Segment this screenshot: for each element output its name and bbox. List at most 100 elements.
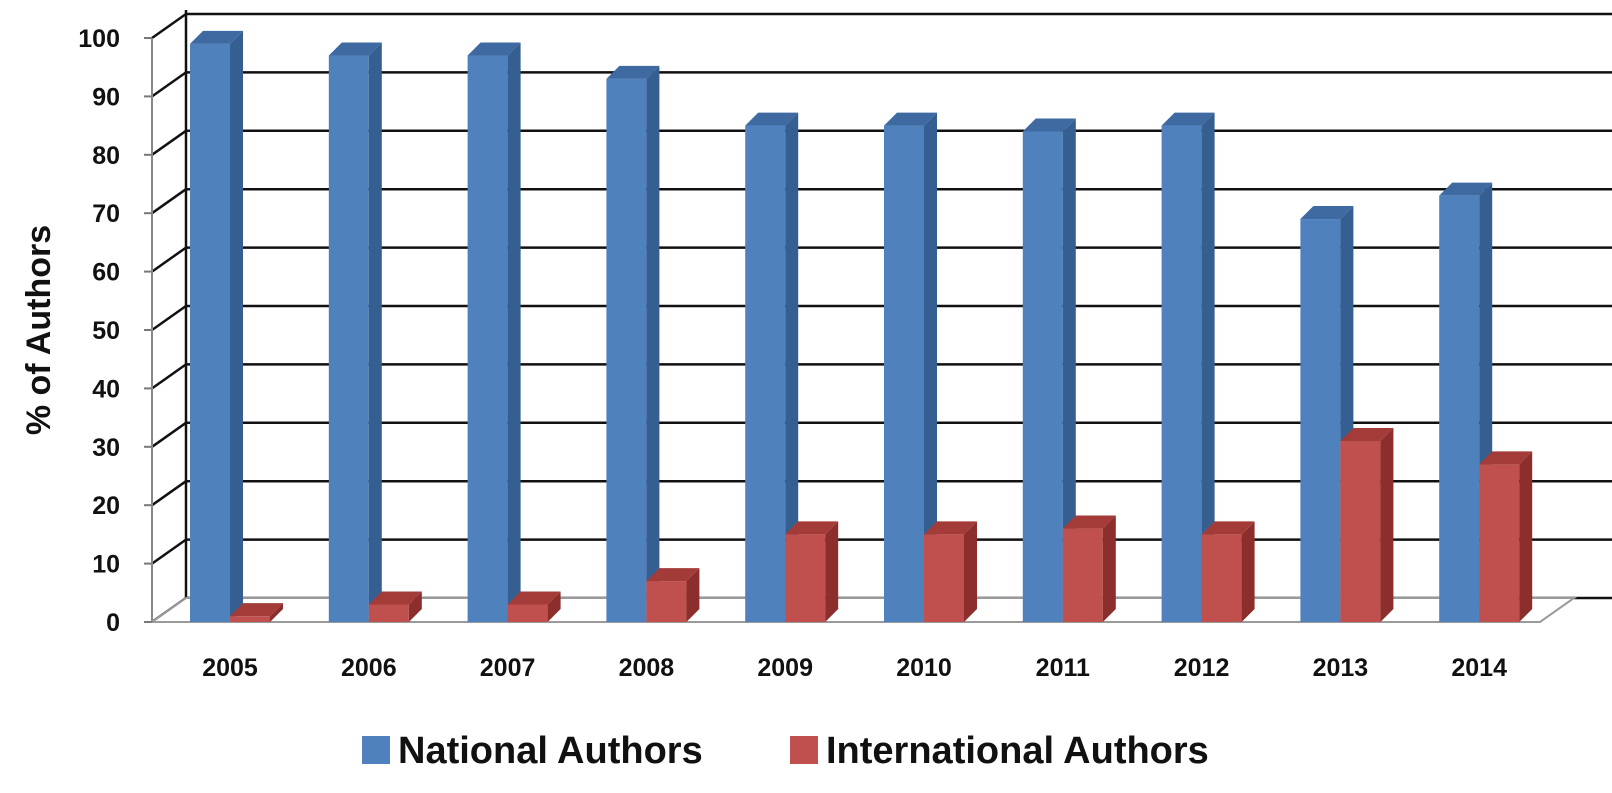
bar <box>507 591 561 622</box>
bar-top <box>745 112 799 126</box>
bar-front <box>190 43 230 622</box>
gridline-depth <box>151 421 187 448</box>
bar-side <box>924 112 937 622</box>
bar-top <box>1062 515 1116 529</box>
bars <box>190 30 1533 623</box>
y-axis: 0 10 20 30 40 50 60 70 80 90 100 <box>78 25 153 637</box>
gridline-depth <box>151 129 187 156</box>
legend-item: International Authors <box>790 730 1209 772</box>
bar <box>884 112 937 622</box>
x-axis-labels: 2005 2006 2007 2008 2009 2010 2011 2012 2013 2014 <box>202 654 1507 682</box>
bar <box>1479 451 1533 622</box>
bar-top <box>1022 118 1076 132</box>
bar <box>1161 112 1215 622</box>
y-tick-label: 20 <box>92 492 120 520</box>
bar-front <box>884 125 924 622</box>
y-tick-label: 90 <box>92 83 120 111</box>
bar-side <box>646 65 660 622</box>
y-tick-label: 30 <box>92 434 120 462</box>
bar-side <box>964 521 977 622</box>
bar-front <box>467 55 508 622</box>
bar-front <box>1062 528 1103 622</box>
x-tick-label: 2005 <box>202 654 258 682</box>
gridline-depth <box>151 304 187 332</box>
legend: National Authors International Authors <box>362 730 1209 772</box>
legend-label: International Authors <box>826 730 1209 772</box>
y-tick-label: 70 <box>92 200 120 228</box>
bar-side <box>1102 515 1116 622</box>
y-tick-label: 50 <box>92 317 120 345</box>
bar-front <box>230 616 270 622</box>
bar-top <box>1300 206 1354 220</box>
bar-top <box>1161 112 1215 126</box>
bar <box>467 42 521 622</box>
bar-front <box>1479 464 1520 622</box>
bar-top <box>328 42 382 56</box>
y-tick-label: 100 <box>78 25 120 53</box>
gridline-depth <box>151 538 187 565</box>
bar-side <box>686 568 700 622</box>
bar-top <box>230 603 283 617</box>
bar-front <box>1161 125 1202 622</box>
x-tick-label: 2007 <box>480 654 536 682</box>
gridline-depth <box>151 246 187 273</box>
bar-front <box>328 55 369 622</box>
bar <box>785 521 839 622</box>
y-tick-label: 80 <box>92 142 120 170</box>
bar-top <box>606 65 660 79</box>
bar <box>646 568 700 622</box>
bar-side <box>230 30 243 622</box>
x-tick-label: 2008 <box>619 654 675 682</box>
bar-side <box>1241 521 1255 622</box>
gridline-depth <box>151 480 187 507</box>
bar-side <box>270 603 283 622</box>
bar-side <box>368 42 382 622</box>
bar-top <box>646 568 700 582</box>
y-tick-label: 40 <box>92 375 120 403</box>
bar-top <box>467 42 521 56</box>
bar-front <box>1300 219 1341 623</box>
bar <box>1062 515 1116 622</box>
bar-top <box>1479 451 1533 465</box>
bar-top <box>507 591 561 605</box>
gridline-depth <box>151 12 187 40</box>
bar-side <box>1201 112 1215 622</box>
legend-label: National Authors <box>398 730 703 772</box>
bar-front <box>785 534 826 622</box>
bar-top <box>924 521 977 535</box>
x-tick-label: 2010 <box>896 654 952 682</box>
gridline-depth <box>151 71 187 98</box>
bar-front <box>368 604 409 622</box>
bar-front <box>1022 131 1063 622</box>
bar-front <box>924 534 964 622</box>
bar-top <box>1439 182 1493 196</box>
bar-front <box>507 604 548 622</box>
legend-item: National Authors <box>362 730 703 772</box>
bar <box>924 521 977 622</box>
bar <box>1022 118 1076 622</box>
bar-front <box>1439 195 1480 622</box>
y-tick-label: 0 <box>106 609 120 637</box>
bar-side <box>408 591 422 622</box>
bar <box>368 591 422 622</box>
bar-front <box>1201 534 1242 622</box>
bar-side <box>825 521 839 622</box>
bar-side <box>1519 451 1533 622</box>
bar-top <box>884 112 937 126</box>
gridline-depth <box>151 188 187 215</box>
bar-top <box>1201 521 1255 535</box>
bar-side <box>1062 118 1076 622</box>
bar-side <box>1380 427 1394 622</box>
bar <box>328 42 382 622</box>
y-tick-label: 10 <box>92 551 120 579</box>
bar-side <box>507 42 521 622</box>
bar-top <box>785 521 839 535</box>
x-tick-label: 2009 <box>757 654 813 682</box>
bar <box>745 112 799 622</box>
bar <box>190 30 243 622</box>
legend-swatch <box>362 736 390 764</box>
legend-swatch <box>790 736 818 764</box>
bar <box>1340 427 1394 622</box>
